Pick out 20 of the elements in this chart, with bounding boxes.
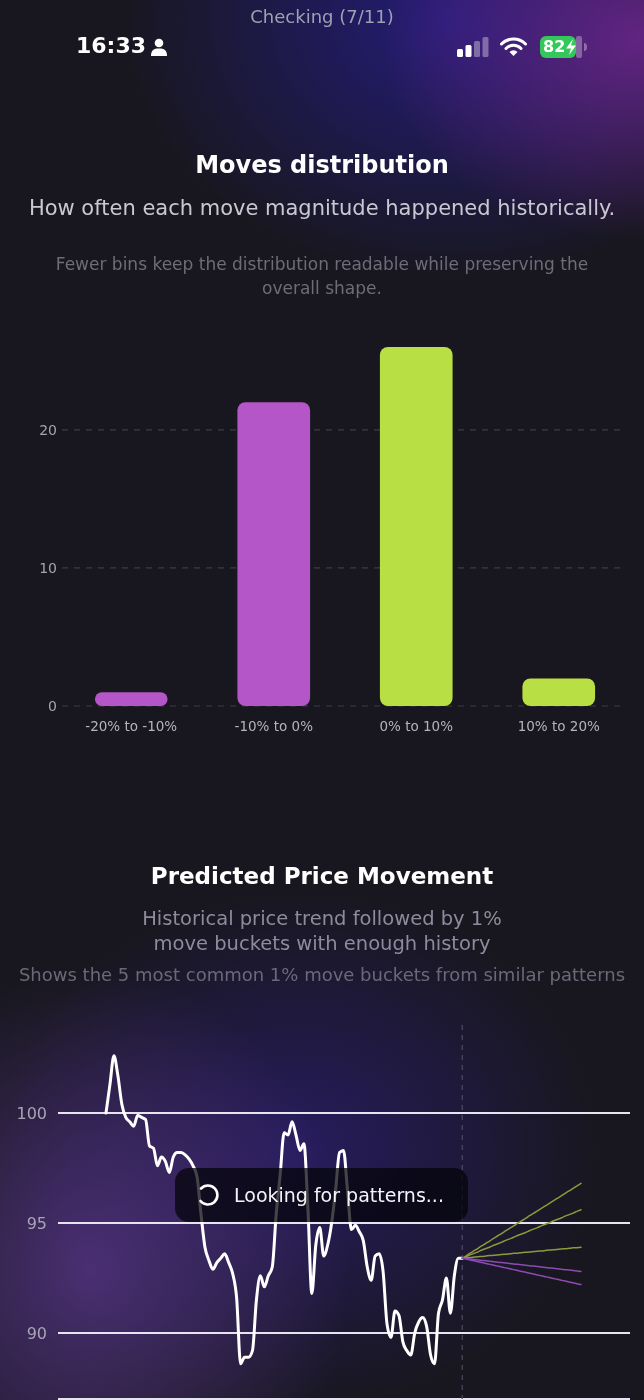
y-tick-label: 90 bbox=[26, 1323, 47, 1343]
annotation: Looking for patterns... bbox=[234, 1183, 444, 1208]
text: Fewer bins keep the distribution readable while preserving the overall shape. bbox=[54, 253, 590, 300]
chart-title: Moves distribution bbox=[194, 150, 450, 180]
chart-subtitle: Historical price trend followed by 1% move buckets with enough history bbox=[141, 906, 503, 956]
text: 16:33 bbox=[76, 32, 147, 60]
y-tick-label: 100 bbox=[16, 1103, 47, 1123]
text: 82 bbox=[543, 37, 566, 57]
chart-title: Predicted Price Movement bbox=[149, 862, 495, 891]
y-tick-label: 10 bbox=[39, 559, 57, 576]
y-tick-label: 0 bbox=[48, 698, 57, 714]
y-tick-label: 95 bbox=[26, 1213, 47, 1233]
x-tick-label: -20% to -10% bbox=[85, 718, 178, 734]
x-tick-label: 0% to 10% bbox=[379, 718, 454, 734]
x-tick-label: 10% to 20% bbox=[517, 718, 600, 734]
y-tick-label: 20 bbox=[39, 421, 57, 438]
x-tick-label: -10% to 0% bbox=[234, 718, 314, 734]
text: Shows the 5 most common 1% move buckets from similar patterns bbox=[17, 963, 627, 987]
chart-subtitle: How often each move magnitude happened historically. bbox=[27, 195, 617, 221]
text: Checking (7/11) bbox=[249, 5, 395, 29]
